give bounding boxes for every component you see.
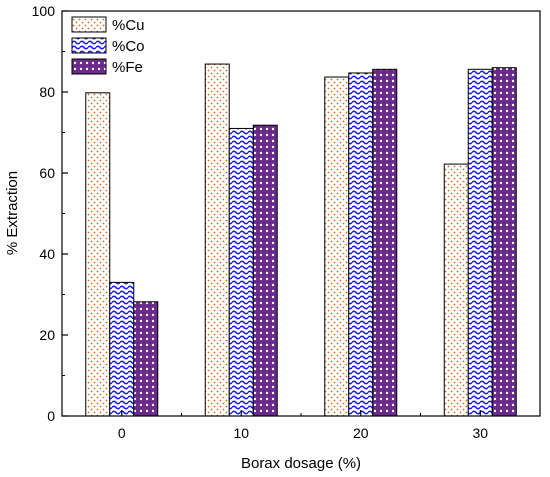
bar-cu-0 (85, 92, 111, 417)
y-tick-label: 60 (39, 165, 55, 181)
legend-swatch-cu (71, 16, 107, 33)
bar-fe-0 (133, 301, 159, 417)
y-tick-label: 100 (32, 3, 56, 19)
bar-co-20 (348, 72, 374, 417)
y-tick-label: 0 (47, 408, 55, 424)
x-tick-label: 20 (353, 425, 369, 441)
legend-label: %Co (112, 38, 145, 55)
legend-swatch-co (71, 37, 107, 54)
x-axis-label: Borax dosage (%) (241, 455, 361, 472)
y-axis-ticks: 0 20 40 60 80 100 (32, 3, 68, 424)
bar-cu-30 (443, 163, 469, 417)
bar-co-30 (467, 68, 493, 417)
y-tick-label: 40 (39, 246, 55, 262)
legend-swatch-fe (71, 58, 107, 75)
legend-label: %Fe (112, 59, 143, 76)
y-tick-label: 20 (39, 327, 55, 343)
x-axis-ticks: 0 10 20 30 (118, 410, 488, 441)
bars-group (85, 63, 517, 417)
bar-co-0 (109, 281, 135, 417)
bar-co-10 (228, 127, 254, 417)
bar-fe-30 (491, 67, 517, 417)
y-axis-label: % Extraction (4, 171, 21, 255)
legend: %Cu %Co %Fe (71, 16, 145, 76)
y-tick-label: 80 (39, 84, 55, 100)
bar-cu-10 (204, 63, 230, 417)
plot-area: 0 20 40 60 80 100 0 10 20 30 (32, 3, 541, 441)
bar-fe-20 (372, 68, 398, 417)
x-tick-label: 30 (472, 425, 488, 441)
bar-cu-20 (324, 76, 350, 417)
x-tick-label: 10 (233, 425, 249, 441)
legend-label: %Cu (112, 17, 145, 34)
x-tick-label: 0 (118, 425, 126, 441)
bar-fe-10 (252, 124, 278, 417)
